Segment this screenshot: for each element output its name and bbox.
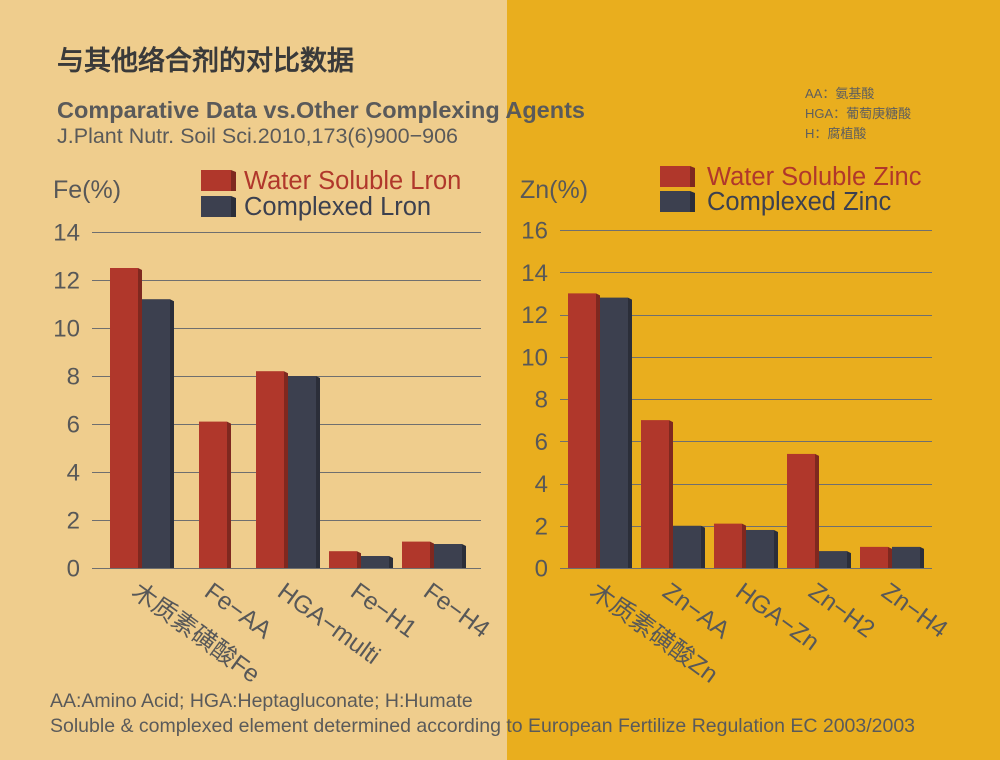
zn-legend-swatch-complexed	[660, 191, 690, 212]
zn-bar-water-soluble	[641, 420, 669, 568]
fe-y-tick-label: 8	[67, 364, 80, 391]
zn-bar-water-soluble	[860, 546, 888, 568]
zn-bar-complexed	[746, 529, 774, 568]
zn-bar-complexed	[892, 546, 920, 568]
fe-bar-complexed	[142, 299, 170, 568]
fe-y-tick-label: 10	[53, 316, 80, 343]
zn-bar-water-soluble-side	[888, 546, 892, 568]
zn-bar-water-soluble-side	[669, 420, 673, 568]
page-title: 与其他络合剂的对比数据	[57, 45, 354, 76]
zn-y-tick-label: 2	[535, 513, 548, 540]
zn-bar-complexed	[673, 525, 701, 568]
zn-bar-complexed-side	[628, 297, 632, 568]
zn-bar-water-soluble	[568, 293, 596, 568]
fe-bar-complexed	[361, 556, 389, 568]
fe-bar-complexed	[288, 376, 316, 568]
abbreviation-note: AA：氨基酸	[805, 86, 874, 101]
zn-y-tick-label: 10	[521, 344, 548, 371]
abbreviation-note: H：腐植酸	[805, 126, 866, 141]
fe-legend-swatch-water-soluble	[201, 170, 231, 191]
zn-legend-swatch-side	[690, 166, 695, 187]
fe-bar-water-soluble	[256, 371, 284, 568]
zn-y-tick-label: 8	[535, 387, 548, 414]
zn-y-tick-label: 6	[535, 429, 548, 456]
abbreviation-note: HGA：葡萄庚糖酸	[805, 106, 911, 121]
abbreviation-notes: AA：氨基酸 HGA：葡萄庚糖酸 H：腐植酸	[805, 86, 911, 141]
zn-y-tick-label: 16	[521, 218, 548, 245]
fe-legend-label-complexed: Complexed Lron	[244, 193, 431, 221]
fe-bar-water-soluble	[110, 268, 138, 568]
fe-bar-water-soluble	[329, 551, 357, 568]
zn-legend-label-complexed: Complexed Zinc	[707, 188, 891, 216]
fe-bar-water-soluble-side	[138, 268, 142, 568]
zn-bar-complexed-side	[847, 551, 851, 568]
fe-y-tick-label: 4	[67, 460, 80, 487]
fe-bar-complexed	[434, 544, 462, 568]
fe-legend-swatch-complexed	[201, 196, 231, 217]
fe-bar-complexed-side	[389, 556, 393, 568]
zn-legend-swatch-side	[690, 191, 695, 212]
fe-bar-water-soluble	[199, 421, 227, 568]
source-citation: J.Plant Nutr. Soil Sci.2010,173(6)900−90…	[57, 124, 458, 148]
zn-y-tick-label: 4	[535, 471, 548, 498]
zn-bar-water-soluble	[787, 453, 815, 568]
fe-bar-complexed-side	[316, 376, 320, 568]
fe-bar-water-soluble-side	[430, 541, 434, 568]
fe-bar-complexed-side	[170, 299, 174, 568]
fe-legend-swatch-side	[231, 196, 236, 217]
zn-y-tick-label: 14	[521, 260, 548, 287]
fe-y-axis-label: Fe(%)	[53, 176, 121, 204]
fe-y-tick-label: 2	[67, 508, 80, 535]
zn-y-tick-labels: 0 2 4 6 8 10 12 14 16	[521, 218, 548, 583]
zn-y-tick-label: 0	[535, 556, 548, 583]
fe-y-tick-label: 0	[67, 556, 80, 583]
fe-y-tick-label: 12	[53, 268, 80, 295]
fe-bar-water-soluble-side	[227, 421, 231, 568]
zn-bar-complexed-side	[774, 529, 778, 568]
zn-bar-water-soluble	[714, 523, 742, 568]
zn-legend-swatch-water-soluble	[660, 166, 690, 187]
background-left-panel	[0, 0, 507, 760]
zn-legend-label-water-soluble: Water Soluble Zinc	[707, 163, 922, 191]
zn-bar-complexed-side	[701, 525, 705, 568]
fe-bar-complexed-side	[462, 544, 466, 568]
page-subtitle: Comparative Data vs.Other Complexing Age…	[57, 97, 585, 123]
footer-abbreviations: AA:Amino Acid; HGA:Heptagluconate; H:Hum…	[50, 690, 473, 712]
zn-bar-water-soluble-side	[596, 293, 600, 568]
zn-bar-water-soluble-side	[815, 453, 819, 568]
zn-bar-water-soluble-side	[742, 523, 746, 568]
zn-bar-complexed	[819, 551, 847, 568]
zn-y-tick-label: 12	[521, 302, 548, 329]
fe-bar-water-soluble-side	[284, 371, 288, 568]
zn-bar-complexed	[600, 297, 628, 568]
fe-legend-swatch-side	[231, 170, 236, 191]
zn-y-axis-label: Zn(%)	[520, 176, 588, 204]
fe-y-tick-label: 14	[53, 220, 80, 247]
fe-y-tick-labels: 0 2 4 6 8 10 12 14	[53, 220, 80, 583]
footer-regulation-note: Soluble & complexed element determined a…	[50, 715, 915, 737]
fe-bar-water-soluble	[402, 541, 430, 568]
fe-bar-water-soluble-side	[357, 551, 361, 568]
zn-bar-complexed-side	[920, 546, 924, 568]
zn-bars	[568, 293, 924, 568]
fe-legend-label-water-soluble: Water Soluble Lron	[244, 167, 461, 195]
fe-bars	[110, 268, 466, 568]
fe-y-tick-label: 6	[67, 412, 80, 439]
